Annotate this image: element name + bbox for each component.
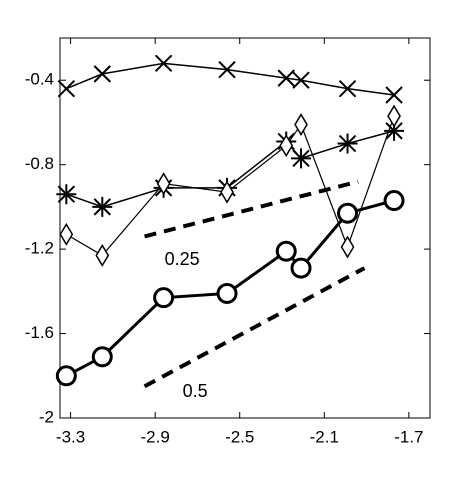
marker-stroke bbox=[220, 180, 234, 204]
marker-stroke bbox=[55, 365, 77, 387]
marker-stroke bbox=[292, 71, 310, 89]
marker-diamond bbox=[59, 222, 74, 246]
slope-line bbox=[143, 266, 366, 389]
marker-star bbox=[56, 184, 77, 205]
marker-stroke bbox=[383, 190, 405, 212]
marker-x bbox=[93, 65, 111, 83]
marker-stroke bbox=[59, 222, 74, 246]
y-tick-label: -1.2 bbox=[25, 239, 54, 258]
marker-stroke bbox=[337, 133, 358, 154]
marker-stroke bbox=[91, 346, 113, 368]
x-tick-label: -1.7 bbox=[394, 427, 423, 446]
marker-star bbox=[337, 133, 358, 154]
marker-stroke bbox=[387, 104, 401, 128]
x-tick-label: -2.9 bbox=[140, 427, 169, 446]
plot-frame bbox=[59, 37, 431, 419]
marker-stroke bbox=[57, 79, 76, 98]
slope-line bbox=[144, 179, 359, 239]
marker-diamond bbox=[95, 243, 110, 267]
marker-diamond bbox=[279, 134, 294, 158]
marker-circle bbox=[91, 346, 113, 368]
marker-stroke bbox=[156, 172, 171, 196]
marker-diamond bbox=[387, 104, 401, 128]
marker-circle bbox=[337, 202, 359, 224]
marker-stroke bbox=[153, 287, 175, 309]
marker-circle bbox=[216, 282, 238, 304]
marker-x bbox=[57, 79, 76, 98]
marker-stroke bbox=[154, 54, 173, 73]
y-tick-label: -2 bbox=[39, 407, 54, 426]
x-tick-label: -3.3 bbox=[56, 427, 85, 446]
marker-circle bbox=[55, 365, 77, 387]
slope-label: 0.25 bbox=[165, 249, 200, 269]
marker-stroke bbox=[340, 235, 355, 259]
marker-stroke bbox=[294, 113, 308, 137]
series-line bbox=[65, 199, 395, 378]
marker-circle bbox=[383, 190, 405, 212]
marker-stroke bbox=[337, 202, 359, 224]
marker-stroke bbox=[56, 184, 77, 205]
x-tick-label: -2.1 bbox=[310, 427, 339, 446]
series-line bbox=[66, 130, 395, 208]
marker-circle bbox=[275, 240, 297, 262]
marker-stroke bbox=[277, 69, 295, 87]
marker-x bbox=[385, 86, 403, 104]
marker-stroke bbox=[290, 257, 312, 279]
marker-x bbox=[338, 79, 357, 98]
slope-label: 0.5 bbox=[183, 381, 208, 401]
marker-circle bbox=[153, 287, 175, 309]
y-tick-label: -0.8 bbox=[25, 154, 54, 173]
marker-stroke bbox=[279, 134, 294, 158]
marker-stroke bbox=[385, 86, 403, 104]
marker-stroke bbox=[275, 240, 297, 262]
marker-x bbox=[277, 69, 295, 87]
marker-stroke bbox=[291, 148, 312, 169]
marker-x bbox=[218, 60, 236, 79]
marker-x bbox=[154, 54, 173, 73]
series-line bbox=[66, 115, 395, 257]
marker-stroke bbox=[338, 79, 357, 98]
marker-stroke bbox=[216, 282, 238, 304]
marker-diamond bbox=[294, 113, 308, 137]
marker-stroke bbox=[218, 60, 236, 79]
y-tick-label: -1.6 bbox=[25, 323, 54, 342]
marker-diamond bbox=[340, 235, 355, 259]
marker-diamond bbox=[156, 172, 171, 196]
marker-star bbox=[92, 196, 113, 217]
marker-x bbox=[292, 71, 310, 89]
marker-stroke bbox=[93, 65, 111, 83]
y-tick-label: -0.4 bbox=[25, 70, 54, 89]
x-tick-label: -2.5 bbox=[225, 427, 254, 446]
marker-circle bbox=[290, 257, 312, 279]
series-line bbox=[66, 62, 395, 96]
marker-stroke bbox=[92, 196, 113, 217]
marker-star bbox=[291, 148, 312, 169]
marker-diamond bbox=[220, 180, 234, 204]
marker-stroke bbox=[95, 243, 110, 267]
